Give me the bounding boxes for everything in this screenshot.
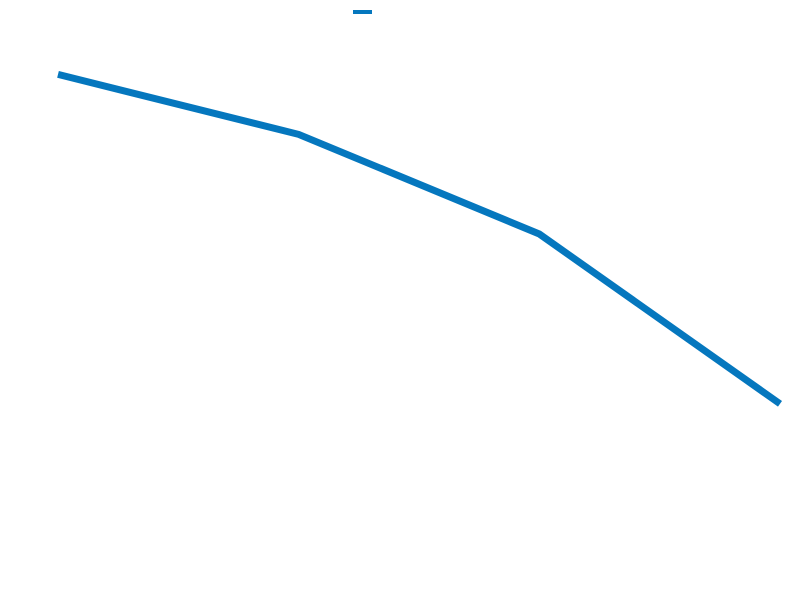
series-line-1	[57, 71, 783, 407]
series-layer	[57, 71, 783, 407]
